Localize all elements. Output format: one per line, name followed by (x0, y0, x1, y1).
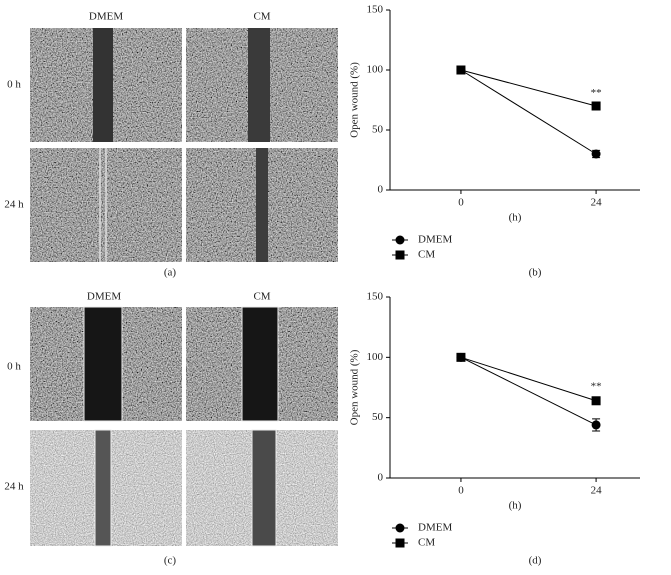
column-label: DMEM (89, 11, 123, 23)
y-tick-label: 50 (372, 124, 384, 136)
y-tick-label: 0 (378, 472, 384, 484)
marker (456, 352, 466, 362)
y-axis-label: Open wound (%) (349, 349, 361, 425)
x-axis-label: (h) (509, 212, 522, 224)
row-label: 24 h (4, 199, 24, 211)
series-line (460, 69, 597, 155)
y-tick-label: 0 (378, 184, 384, 196)
row-label: 24 h (4, 481, 24, 493)
wound-gap (83, 306, 123, 422)
legend-label: CM (418, 249, 435, 261)
marker (591, 149, 601, 159)
marker (591, 396, 601, 406)
column-label: CM (253, 291, 270, 303)
row-label: 0 h (7, 79, 21, 91)
y-tick-label: 150 (367, 291, 384, 303)
legend-label: DMEM (418, 522, 452, 534)
marker (456, 65, 466, 75)
series-line (460, 356, 597, 402)
y-tick-label: 150 (367, 4, 384, 16)
wound-gap (241, 306, 279, 422)
y-tick-label: 100 (367, 64, 384, 76)
marker (591, 101, 601, 111)
marker (591, 420, 601, 430)
column-label: CM (253, 11, 270, 23)
wound-gap (93, 28, 113, 142)
column-label: DMEM (87, 291, 121, 303)
x-axis-label: (h) (509, 500, 522, 512)
y-tick-label: 50 (372, 411, 384, 423)
panel-label: (d) (529, 555, 542, 567)
series-line (460, 69, 597, 107)
wound-gap (256, 148, 268, 262)
panel-label: (a) (164, 267, 177, 279)
annotation: ** (591, 381, 602, 393)
wound-gap (248, 28, 270, 142)
y-axis-label: Open wound (%) (349, 62, 361, 138)
x-tick-label: 0 (458, 485, 464, 497)
row-label: 0 h (7, 361, 21, 373)
x-tick-label: 24 (591, 485, 603, 497)
panel-label: (c) (164, 555, 177, 567)
wound-gap (251, 429, 277, 547)
series-line (460, 356, 597, 426)
y-tick-label: 100 (367, 351, 384, 363)
wound-gap (94, 429, 112, 547)
legend-label: CM (418, 537, 435, 549)
panel-label: (b) (529, 267, 542, 279)
x-tick-label: 0 (458, 197, 464, 209)
legend-label: DMEM (418, 234, 452, 246)
x-tick-label: 24 (591, 197, 603, 209)
annotation: ** (591, 87, 602, 99)
